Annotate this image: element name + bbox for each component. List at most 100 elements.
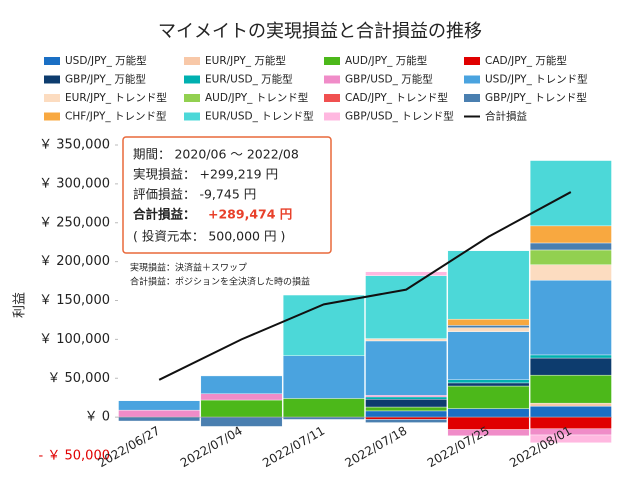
legend-swatch	[324, 75, 340, 84]
legend-label: GBP/USD_ トレンド型	[345, 110, 454, 123]
legend-label: GBP/JPY_ トレンド型	[485, 91, 587, 104]
bar-segment	[529, 354, 612, 359]
legend-swatch	[184, 94, 200, 102]
total-line	[158, 191, 572, 381]
legend-swatch	[464, 57, 480, 65]
legend-label: USD/JPY_ トレンド型	[485, 73, 588, 86]
bar-segment	[447, 318, 530, 326]
legend-label: AUD/JPY_ 万能型	[345, 54, 427, 67]
bar-segment	[282, 355, 365, 399]
legend-label: AUD/JPY_ トレンド型	[205, 91, 308, 104]
x-tick-label: 2022/06/27	[96, 424, 163, 471]
note: 合計損益：ポジションを全決済した時の損益	[130, 276, 310, 288]
bar-segment	[365, 338, 448, 342]
bar-segment	[365, 406, 448, 412]
bar-segment	[447, 385, 530, 409]
legend-swatch	[464, 75, 480, 84]
info-period: 期間： 2020/06 ～ 2022/08	[133, 147, 299, 162]
legend-swatch	[184, 57, 200, 65]
bar-segment	[529, 280, 612, 356]
bar-segment	[447, 379, 530, 384]
bar-segment	[365, 416, 448, 420]
bar-segment	[365, 271, 448, 276]
bar-segment	[365, 340, 448, 396]
bar-segment	[447, 327, 530, 332]
bar-segment	[118, 400, 201, 411]
bar-segment	[365, 395, 448, 398]
legend-swatch	[44, 94, 60, 102]
y-axis-label: 利益	[13, 292, 28, 318]
y-tick-label: ￥ 0	[85, 410, 110, 425]
bar-segment	[529, 402, 612, 407]
y-tick-label: - ￥ 50,000	[39, 449, 110, 464]
info-total-label: 合計損益：	[133, 207, 196, 222]
bar-segment	[365, 399, 448, 408]
bar-segment	[118, 416, 201, 422]
bar-segment	[200, 393, 283, 401]
info-total-value: +289,474 円	[208, 207, 292, 222]
y-tick-label: ￥ 200,000	[39, 254, 110, 269]
bar-segment	[447, 416, 530, 430]
x-tick-label: 2022/07/04	[178, 424, 245, 471]
info-unrealized: 評価損益： -9,745 円	[133, 187, 256, 202]
legend-swatch	[184, 112, 200, 121]
legend-swatch	[324, 112, 340, 121]
bar-segment	[529, 374, 612, 404]
bar-segment	[447, 408, 530, 418]
legend-label: GBP/JPY_ 万能型	[65, 73, 146, 86]
legend-label: USD/JPY_ 万能型	[65, 54, 147, 67]
bar-segment	[447, 382, 530, 387]
bar-segment	[200, 399, 283, 418]
y-tick-label: ￥ 350,000	[39, 138, 110, 153]
x-tick-label: 2022/07/18	[343, 424, 410, 471]
bar-segment	[365, 396, 448, 400]
bar-segment	[529, 357, 612, 376]
bar-segment	[529, 406, 612, 418]
bar-segment	[447, 331, 530, 381]
bar-segment	[529, 160, 612, 227]
legend-swatch	[44, 57, 60, 65]
info-box	[122, 136, 332, 254]
legend-swatch	[464, 94, 480, 102]
bar-segment	[447, 325, 530, 328]
y-tick-label: ￥ 50,000	[47, 371, 110, 386]
legend-label: EUR/USD_ 万能型	[205, 73, 293, 86]
legend-label: EUR/USD_ トレンド型	[205, 110, 314, 123]
bar-segment	[200, 375, 283, 395]
legend-swatch	[324, 57, 340, 65]
y-tick-label: ￥ 300,000	[39, 176, 110, 191]
bar-segment	[118, 409, 201, 418]
legend-label: GBP/USD_ 万能型	[345, 73, 433, 86]
note: 実現損益：決済益＋スワップ	[130, 262, 247, 274]
bar-segment	[529, 434, 612, 443]
bar-segment	[365, 410, 448, 418]
y-tick-label: ￥ 150,000	[39, 293, 110, 308]
legend-swatch	[184, 75, 200, 84]
bar-segment	[529, 264, 612, 281]
legend-label: EUR/JPY_ 万能型	[205, 54, 286, 67]
legend-label: CAD/JPY_ トレンド型	[345, 91, 448, 104]
bar-segment	[365, 419, 448, 423]
legend-swatch	[324, 94, 340, 102]
bar-segment	[529, 225, 612, 244]
info-realized: 実現損益： +299,219 円	[133, 167, 278, 182]
legend-swatch	[44, 112, 60, 121]
bar-segment	[447, 250, 530, 320]
bar-segment	[529, 242, 612, 251]
bar-segment	[365, 275, 448, 339]
bar-segment	[447, 429, 530, 436]
y-tick-label: ￥ 100,000	[39, 332, 110, 347]
bar-segment	[282, 398, 365, 418]
bar-segment	[200, 416, 283, 427]
bar-segment	[529, 249, 612, 265]
legend-label: 合計損益	[485, 110, 527, 123]
legend-label: EUR/JPY_ トレンド型	[65, 91, 167, 104]
y-tick-label: ￥ 250,000	[39, 215, 110, 230]
legend-swatch	[44, 75, 60, 84]
chart-title: マイメイトの実現損益と合計損益の推移	[158, 21, 482, 42]
info-principal: ( 投資元本： 500,000 円 )	[133, 229, 285, 244]
bar-segment	[529, 416, 612, 429]
legend-label: CAD/JPY_ 万能型	[485, 54, 567, 67]
x-tick-label: 2022/07/11	[260, 424, 327, 471]
